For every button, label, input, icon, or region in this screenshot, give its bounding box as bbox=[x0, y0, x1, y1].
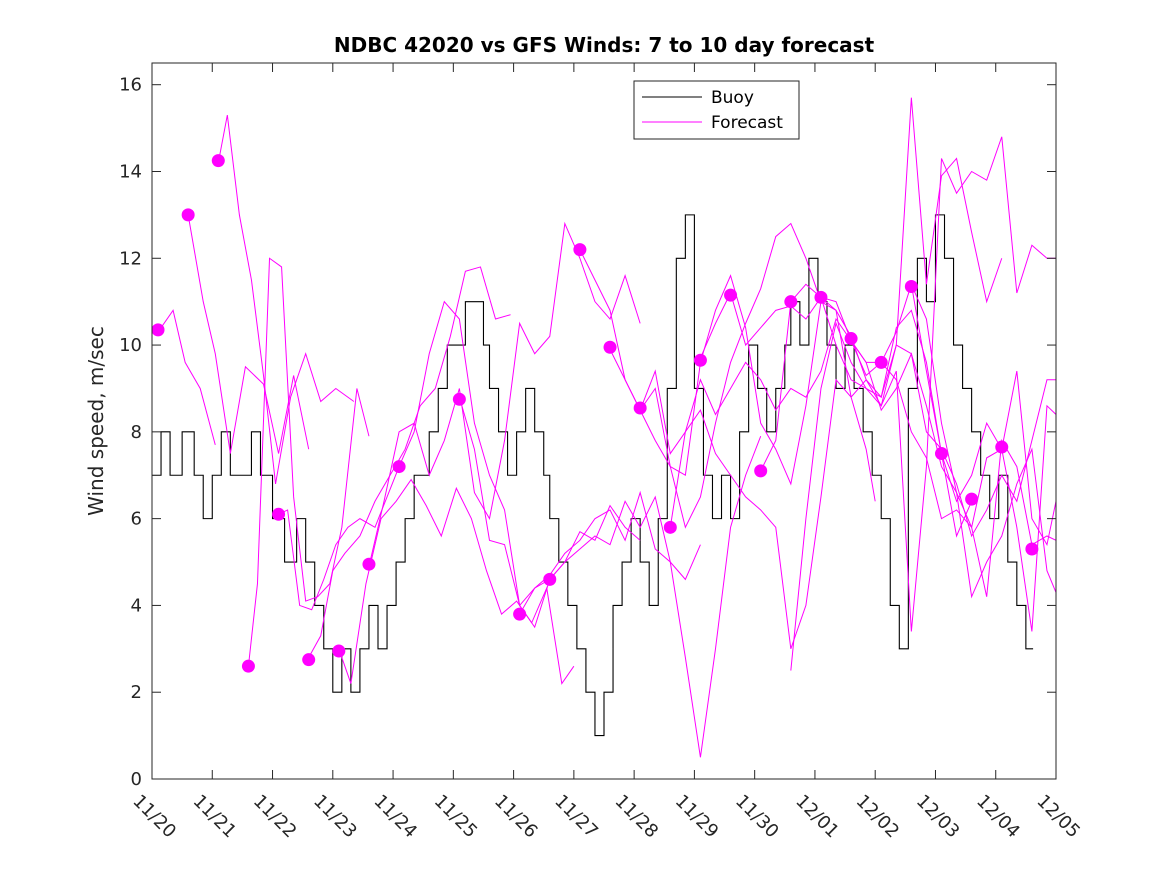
forecast-series-line bbox=[579, 222, 822, 529]
forecast-marker-point bbox=[241, 659, 255, 673]
legend: Buoy Forecast bbox=[633, 80, 800, 140]
forecast-series-line bbox=[669, 309, 942, 649]
forecast-series-line bbox=[157, 309, 216, 445]
forecast-marker-point bbox=[302, 653, 316, 667]
forecast-series-line bbox=[278, 466, 400, 611]
forecast-series-line bbox=[519, 436, 762, 758]
forecast-marker-point bbox=[814, 290, 828, 304]
forecast-marker-point bbox=[663, 520, 677, 534]
forecast-series-line bbox=[910, 284, 1056, 632]
forecast-marker-point bbox=[181, 208, 195, 222]
forecast-series-line bbox=[217, 114, 355, 485]
y-tick-label: 2 bbox=[131, 682, 142, 703]
chart-title: NDBC 42020 vs GFS Winds: 7 to 10 day for… bbox=[334, 33, 875, 57]
forecast-marker-point bbox=[362, 557, 376, 571]
y-tick-label: 10 bbox=[119, 335, 142, 356]
legend-box bbox=[633, 80, 800, 140]
forecast-marker-point bbox=[211, 154, 225, 168]
forecast-marker-point bbox=[874, 355, 888, 369]
forecast-marker-point bbox=[151, 323, 165, 337]
forecast-series-line bbox=[308, 266, 511, 658]
y-tick-label: 8 bbox=[131, 422, 142, 443]
forecast-marker-point bbox=[784, 295, 798, 309]
forecast-marker-point bbox=[573, 243, 587, 257]
y-tick-label: 4 bbox=[131, 595, 142, 616]
y-axis-label: Wind speed, m/sec bbox=[84, 326, 108, 516]
legend-forecast-label: Forecast bbox=[711, 113, 783, 133]
forecast-series-line bbox=[790, 321, 1056, 671]
forecast-series-line bbox=[247, 257, 370, 667]
forecast-marker-point bbox=[513, 607, 527, 621]
forecast-series-line bbox=[338, 478, 575, 685]
marker-layer bbox=[151, 154, 1039, 673]
y-tick-label: 14 bbox=[119, 161, 142, 182]
forecast-series-line bbox=[820, 136, 1056, 632]
forecast-series-line bbox=[639, 317, 882, 455]
buoy-series-line bbox=[152, 214, 1034, 737]
forecast-series-line bbox=[458, 396, 701, 607]
forecast-marker-point bbox=[693, 353, 707, 367]
y-tick-label: 6 bbox=[131, 509, 142, 530]
forecast-marker-point bbox=[1025, 542, 1039, 556]
forecast-marker-point bbox=[603, 340, 617, 354]
forecast-marker-point bbox=[904, 279, 918, 293]
forecast-marker-point bbox=[332, 644, 346, 658]
forecast-marker-point bbox=[452, 392, 466, 406]
forecast-marker-point bbox=[754, 464, 768, 478]
forecast-marker-point bbox=[543, 572, 557, 586]
forecast-marker-point bbox=[633, 401, 647, 415]
forecast-marker-point bbox=[965, 492, 979, 506]
forecast-marker-point bbox=[392, 460, 406, 474]
forecast-marker-point bbox=[272, 507, 286, 521]
legend-buoy-label: Buoy bbox=[711, 88, 754, 108]
plot-area bbox=[151, 97, 1056, 758]
forecast-series-line bbox=[699, 284, 973, 538]
plot-frame bbox=[151, 62, 1057, 780]
y-tick-label: 12 bbox=[119, 248, 142, 269]
forecast-marker-point bbox=[844, 332, 858, 346]
forecast-marker-point bbox=[724, 288, 738, 302]
forecast-series-line bbox=[368, 221, 641, 567]
forecast-marker-point bbox=[934, 447, 948, 461]
y-tick-label: 0 bbox=[131, 769, 142, 790]
forecast-marker-point bbox=[995, 440, 1009, 454]
y-tick-label: 16 bbox=[119, 75, 142, 96]
